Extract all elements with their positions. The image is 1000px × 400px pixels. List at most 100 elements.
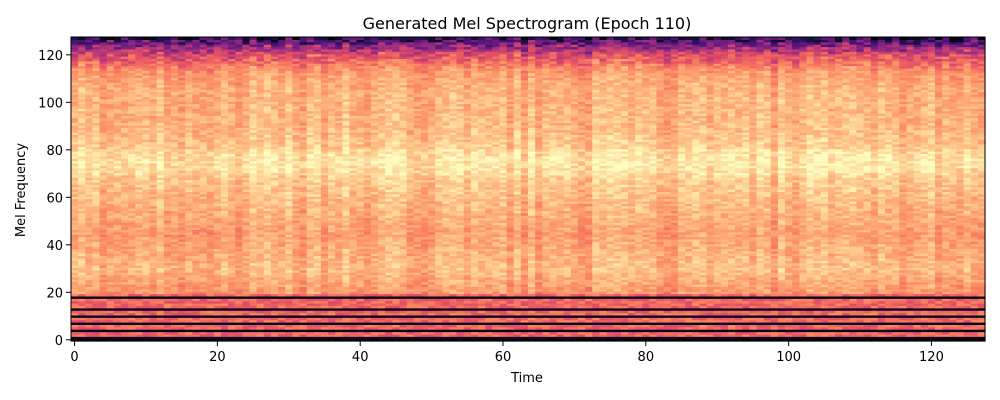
heatmap-cell [863, 300, 872, 304]
heatmap-cell [549, 279, 558, 283]
heatmap-cell [820, 324, 829, 328]
heatmap-cell [135, 317, 144, 321]
heatmap-cell [713, 303, 722, 306]
heatmap-cell [870, 295, 879, 299]
heatmap-cell [735, 281, 743, 285]
heatmap-cell [356, 326, 365, 330]
heatmap-cell [692, 312, 700, 316]
heatmap-cell [870, 338, 879, 342]
heatmap-cell [456, 303, 465, 306]
heatmap-cell [142, 288, 151, 292]
heatmap-cell [420, 286, 429, 290]
heatmap-cell [870, 284, 879, 287]
heatmap-cell [328, 303, 336, 306]
heatmap-cell [913, 281, 922, 285]
heatmap-cell [413, 291, 422, 295]
heatmap-cell [349, 336, 358, 340]
heatmap-cell [528, 322, 536, 325]
heatmap-cell [163, 333, 172, 337]
heatmap-cell [892, 276, 900, 280]
heatmap-cell [285, 333, 293, 337]
heatmap-cell [170, 322, 179, 325]
heatmap-cell [542, 307, 551, 311]
heatmap-cell [713, 307, 722, 311]
heatmap-cell [949, 312, 958, 316]
heatmap-cell [877, 307, 886, 311]
heatmap-cell [135, 300, 144, 304]
heatmap-cell [649, 324, 658, 328]
heatmap-cell [649, 329, 658, 333]
heatmap-cell [135, 298, 144, 302]
heatmap-cell [620, 279, 629, 283]
heatmap-cell [692, 305, 700, 309]
heatmap-cell [520, 281, 529, 285]
heatmap-cell [163, 336, 172, 340]
heatmap-cell [492, 274, 501, 278]
heatmap-cell [199, 310, 208, 314]
heatmap-cell [535, 319, 543, 323]
heatmap-cell [85, 272, 94, 276]
heatmap-cell [535, 322, 543, 325]
heatmap-cell [785, 279, 793, 283]
heatmap-cell [856, 312, 865, 316]
heatmap-cell [228, 279, 236, 283]
heatmap-cell [392, 279, 401, 283]
heatmap-cell [499, 286, 508, 290]
heatmap-cell [506, 303, 515, 306]
heatmap-cell [256, 331, 265, 335]
heatmap-cell [820, 298, 829, 302]
heatmap-cell [599, 272, 608, 276]
heatmap-cell [942, 295, 950, 299]
heatmap-cell [92, 336, 101, 340]
heatmap-cell [106, 272, 115, 276]
heatmap-cell [763, 279, 772, 283]
heatmap-cell [542, 298, 551, 302]
heatmap-cell [156, 307, 165, 311]
heatmap-cell [520, 310, 529, 314]
heatmap-cell [142, 319, 151, 323]
heatmap-cell [228, 314, 236, 318]
heatmap-cell [335, 312, 343, 316]
heatmap-cell [792, 286, 800, 290]
heatmap-cell [278, 338, 286, 342]
heatmap-cell [520, 314, 529, 318]
heatmap-cell [785, 288, 793, 292]
heatmap-cell [870, 274, 879, 278]
heatmap-cell [949, 300, 958, 304]
heatmap-cell [770, 305, 779, 309]
heatmap-cell [113, 310, 122, 314]
heatmap-cell [356, 324, 365, 328]
heatmap-cell [528, 336, 536, 340]
heatmap-cell [99, 303, 108, 306]
heatmap-cell [106, 312, 115, 316]
heatmap-cell [842, 338, 850, 342]
heatmap-cell [199, 274, 208, 278]
heatmap-cell [435, 338, 443, 342]
heatmap-cell [99, 333, 108, 337]
heatmap-cell [142, 331, 151, 335]
heatmap-cell [606, 291, 615, 295]
heatmap-cell [570, 281, 579, 285]
heatmap-cell [470, 272, 479, 276]
heatmap-cell [406, 326, 415, 330]
heatmap-cell [492, 317, 501, 321]
heatmap-cell [835, 276, 843, 280]
heatmap-cell [199, 319, 208, 323]
heatmap-cell [549, 310, 558, 314]
heatmap-cell [320, 276, 329, 280]
heatmap-cell [970, 305, 979, 309]
heatmap-cell [842, 333, 850, 337]
heatmap-cell [785, 305, 793, 309]
heatmap-cell [763, 317, 772, 321]
heatmap-cell [235, 293, 243, 297]
heatmap-cell [727, 293, 736, 297]
heatmap-cell [799, 293, 808, 297]
heatmap-cell [435, 293, 443, 297]
heatmap-cell [856, 276, 865, 280]
heatmap-cell [720, 276, 729, 280]
heatmap-cell [485, 317, 493, 321]
heatmap-cell [963, 272, 972, 276]
heatmap-cell [892, 298, 900, 302]
heatmap-cell [256, 291, 265, 295]
heatmap-cell [606, 326, 615, 330]
